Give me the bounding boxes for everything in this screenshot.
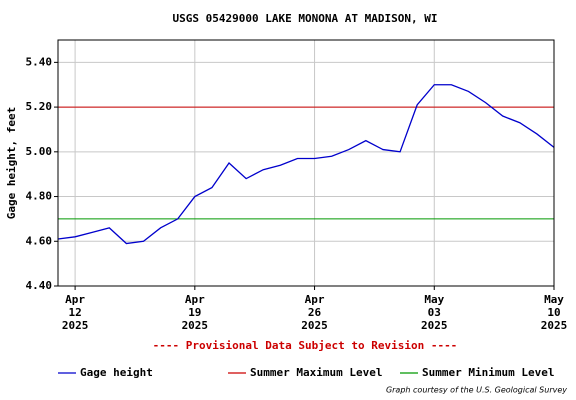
x-tick-label: Apr [305, 293, 325, 306]
x-tick-label: 2025 [421, 319, 448, 332]
note: ---- Provisional Data Subject to Revisio… [153, 339, 458, 352]
x-tick-label: Apr [185, 293, 205, 306]
chart-title: USGS 05429000 LAKE MONONA AT MADISON, WI [173, 12, 438, 25]
x-tick-label: 2025 [62, 319, 89, 332]
x-tick-label: May [424, 293, 444, 306]
credit: Graph courtesy of the U.S. Geological Su… [386, 386, 567, 395]
x-tick-label: 2025 [301, 319, 328, 332]
x-tick-label: 19 [188, 306, 201, 319]
x-tick-label: 2025 [541, 319, 568, 332]
y-axis-label: Gage height, feet [5, 107, 18, 220]
y-tick-label: 5.00 [26, 145, 53, 158]
x-tick-label: 26 [308, 306, 322, 319]
legend: Gage height Summer Maximum Level Summer Mi… [58, 366, 554, 379]
data-line [57, 84, 555, 245]
legend-label: Summer Maximum Level [250, 366, 382, 379]
x-tick-label: 10 [547, 306, 560, 319]
x-tick-label: 2025 [182, 319, 209, 332]
x-tick-label: Apr [65, 293, 85, 306]
legend-label: Gage height [80, 366, 153, 379]
y-tick-label: 5.40 [26, 55, 53, 68]
x-tick-label: 12 [68, 306, 81, 319]
y-tick-label: 4.60 [26, 234, 53, 247]
plot-frame [57, 39, 555, 287]
y-tick-label: 4.40 [26, 279, 53, 292]
y-tick-label: 4.80 [26, 190, 53, 203]
x-tick-label: May [544, 293, 564, 306]
legend-label: Summer Minimum Level [422, 366, 554, 379]
plot [57, 84, 555, 245]
y-tick-label: 5.20 [26, 100, 53, 113]
x-tick-label: 03 [428, 306, 441, 319]
